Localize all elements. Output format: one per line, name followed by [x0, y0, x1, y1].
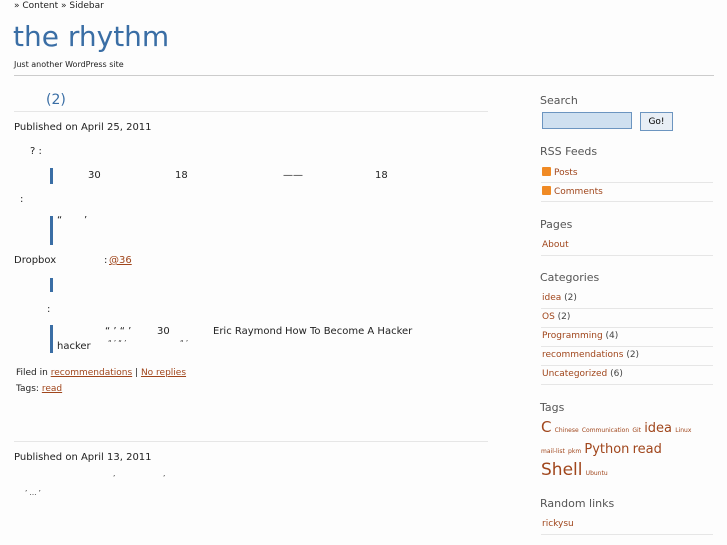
- link[interactable]: [49, 304, 58, 315]
- category-link[interactable]: recommendations: [50, 368, 133, 378]
- tag-link[interactable]: Communication: [581, 427, 630, 434]
- search-go-button[interactable]: Go!: [640, 112, 673, 131]
- category-count: (6): [610, 369, 623, 379]
- filed-label: Filed in: [16, 368, 48, 378]
- text-fragment: How To Become A Hacker: [285, 326, 413, 337]
- text-fragment: “ ’: [180, 339, 189, 347]
- category-link[interactable]: idea: [542, 293, 562, 303]
- tag-link[interactable]: Chinese: [554, 427, 579, 434]
- site-title[interactable]: the rhythm: [13, 20, 170, 53]
- pages-heading: Pages: [540, 218, 573, 231]
- tag-link[interactable]: pkm: [568, 448, 582, 455]
- text-fragment: 30: [157, 326, 170, 337]
- post-tags: Tags: read: [16, 384, 62, 394]
- text-fragment: 18: [175, 170, 188, 181]
- text-fragment: Eric Raymond: [213, 326, 283, 337]
- separator: |: [135, 368, 139, 378]
- text-fragment: ’: [84, 215, 88, 226]
- text-fragment: 30: [88, 170, 101, 181]
- rss-posts-link[interactable]: Posts: [554, 168, 578, 178]
- tag-link[interactable]: Linux: [675, 427, 692, 434]
- text-fragment: ——: [283, 170, 303, 181]
- tags-label: Tags:: [16, 384, 39, 394]
- text-fragment: :: [20, 194, 24, 205]
- post-title[interactable]: (2): [46, 92, 66, 108]
- link-36[interactable]: @36: [109, 255, 132, 266]
- site-tagline: Just another WordPress site: [14, 60, 124, 69]
- post-date: Published on April 25, 2011: [14, 122, 152, 133]
- post-date: Published on April 13, 2011: [14, 452, 152, 463]
- search-input[interactable]: [542, 112, 632, 129]
- category-count: (2): [564, 293, 577, 303]
- random-link[interactable]: rickysu: [542, 519, 574, 529]
- tag-link[interactable]: Python: [584, 442, 630, 457]
- rss-icon: [542, 167, 551, 176]
- blockquote-bar: [50, 168, 53, 184]
- text-fragment: “ ’ “ ’: [105, 326, 132, 337]
- divider: [14, 441, 488, 442]
- text-fragment: ’: [113, 474, 116, 482]
- text-fragment: :: [104, 255, 108, 266]
- header-divider: [14, 75, 714, 76]
- tag-link[interactable]: Ubuntu: [585, 470, 608, 477]
- category-count: (2): [626, 350, 640, 360]
- text-fragment: ’ … ’: [25, 489, 41, 497]
- tag-link[interactable]: C: [541, 418, 552, 436]
- breadcrumb: » Content » Sidebar: [14, 1, 104, 11]
- rss-comments-link[interactable]: Comments: [554, 187, 603, 197]
- link[interactable]: [41, 146, 52, 157]
- blockquote-bar: [50, 216, 53, 245]
- tag-link[interactable]: Shell: [541, 460, 583, 480]
- blockquote-bar: [50, 278, 53, 292]
- replies-link[interactable]: No replies: [140, 368, 187, 378]
- page-about-link[interactable]: About: [542, 240, 569, 250]
- category-link[interactable]: OS: [542, 312, 555, 322]
- text-fragment: Dropbox: [14, 255, 57, 266]
- tag-cloud: C Chinese Communication Git idea Linux m…: [541, 418, 716, 483]
- text-fragment: “: [57, 215, 63, 226]
- blockquote-bar: [50, 325, 53, 353]
- tag-link[interactable]: read: [41, 384, 63, 394]
- rss-icon: [542, 186, 551, 195]
- text-fragment: 18: [375, 170, 388, 181]
- category-link[interactable]: Uncategorized: [542, 369, 608, 379]
- text-fragment: ? :: [30, 146, 42, 157]
- links-heading: Random links: [540, 497, 615, 510]
- tag-link[interactable]: mail-list: [541, 448, 565, 455]
- search-heading: Search: [540, 94, 578, 107]
- text-fragment: “ ’ “ ’: [108, 339, 127, 347]
- text-fragment: hacker: [57, 341, 91, 352]
- post-meta: Filed in recommendations | No replies: [16, 368, 186, 378]
- text-fragment: ’: [163, 474, 166, 482]
- tags-heading: Tags: [540, 401, 565, 414]
- tag-link[interactable]: idea: [644, 421, 673, 436]
- category-count: (2): [557, 312, 571, 322]
- category-link[interactable]: recommendations: [542, 350, 624, 360]
- rss-heading: RSS Feeds: [540, 145, 598, 158]
- link[interactable]: [22, 194, 28, 205]
- categories-heading: Categories: [540, 271, 600, 284]
- divider: [14, 111, 488, 112]
- tag-link[interactable]: read: [632, 442, 662, 457]
- text-fragment: :: [47, 304, 51, 315]
- tag-link[interactable]: Git: [632, 427, 641, 434]
- category-link[interactable]: Programming: [542, 331, 603, 341]
- category-count: (4): [605, 331, 619, 341]
